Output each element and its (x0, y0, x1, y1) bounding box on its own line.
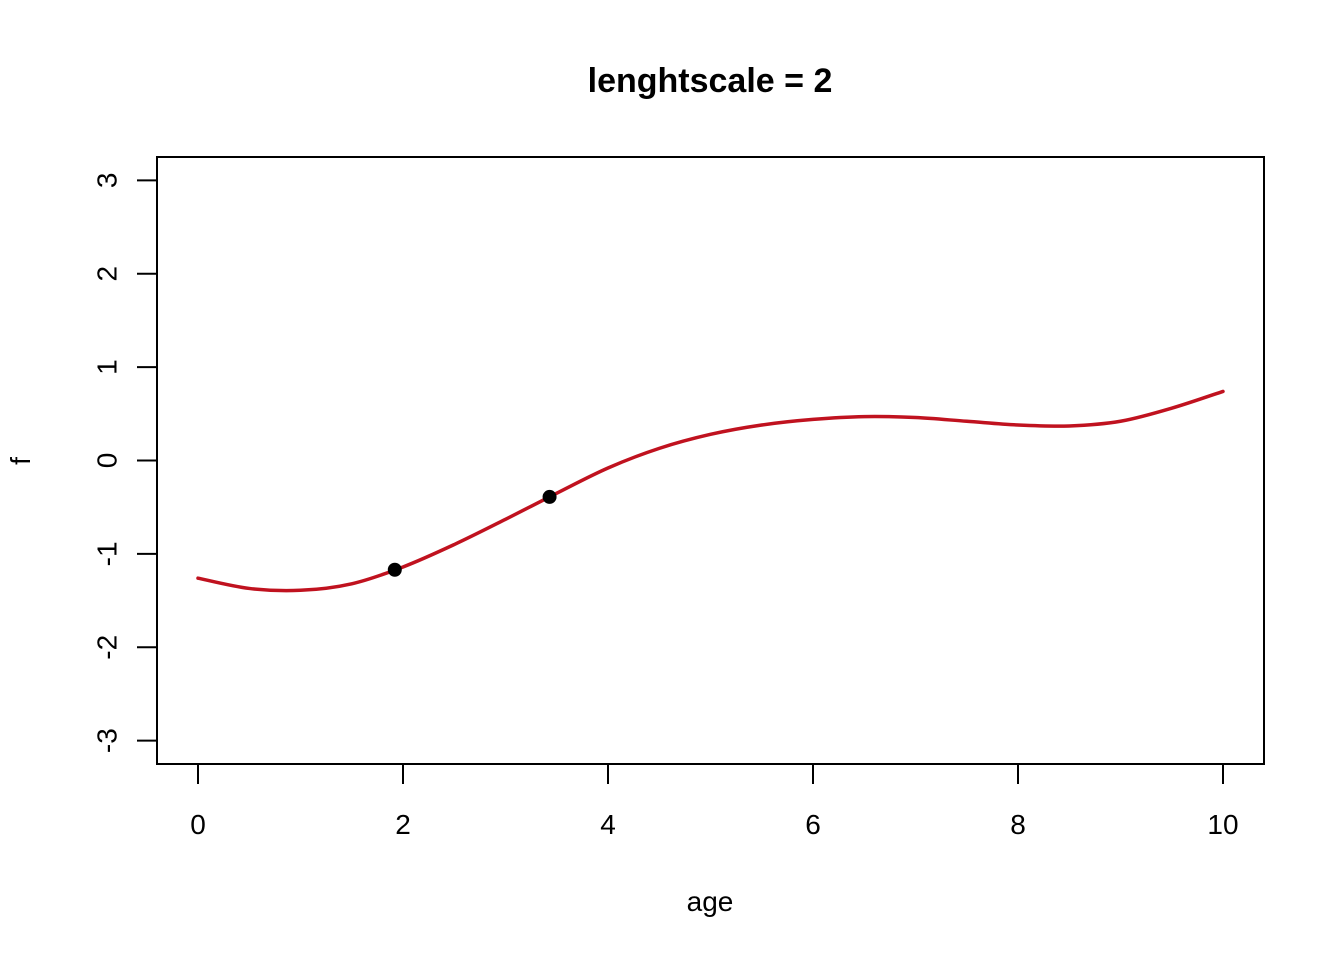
chart-title: lenghtscale = 2 (588, 62, 833, 100)
x-tick-label: 2 (395, 809, 411, 840)
y-tick-label: -2 (91, 635, 122, 660)
y-tick-label: 1 (91, 359, 122, 375)
y-tick-label: 0 (91, 453, 122, 469)
y-tick-label: -3 (91, 728, 122, 753)
y-tick-label: 2 (91, 266, 122, 282)
plot-frame (156, 156, 1265, 765)
data-point (542, 489, 557, 504)
x-axis: 0 2 4 6 8 10 (190, 763, 1239, 840)
x-tick-label: 6 (805, 809, 821, 840)
x-tick-label: 4 (600, 809, 616, 840)
x-axis-label: age (687, 886, 734, 917)
x-tick-label: 0 (190, 809, 206, 840)
y-tick-label: 3 (91, 173, 122, 189)
data-point (387, 562, 402, 577)
x-tick-label: 8 (1010, 809, 1026, 840)
y-axis-label: f (5, 457, 36, 465)
x-tick-label: 10 (1207, 809, 1238, 840)
y-tick-label: -1 (91, 541, 122, 566)
series-layer (196, 389, 1225, 593)
y-axis: -3 -2 -1 0 1 2 3 (91, 173, 158, 753)
series-line (196, 389, 1225, 593)
